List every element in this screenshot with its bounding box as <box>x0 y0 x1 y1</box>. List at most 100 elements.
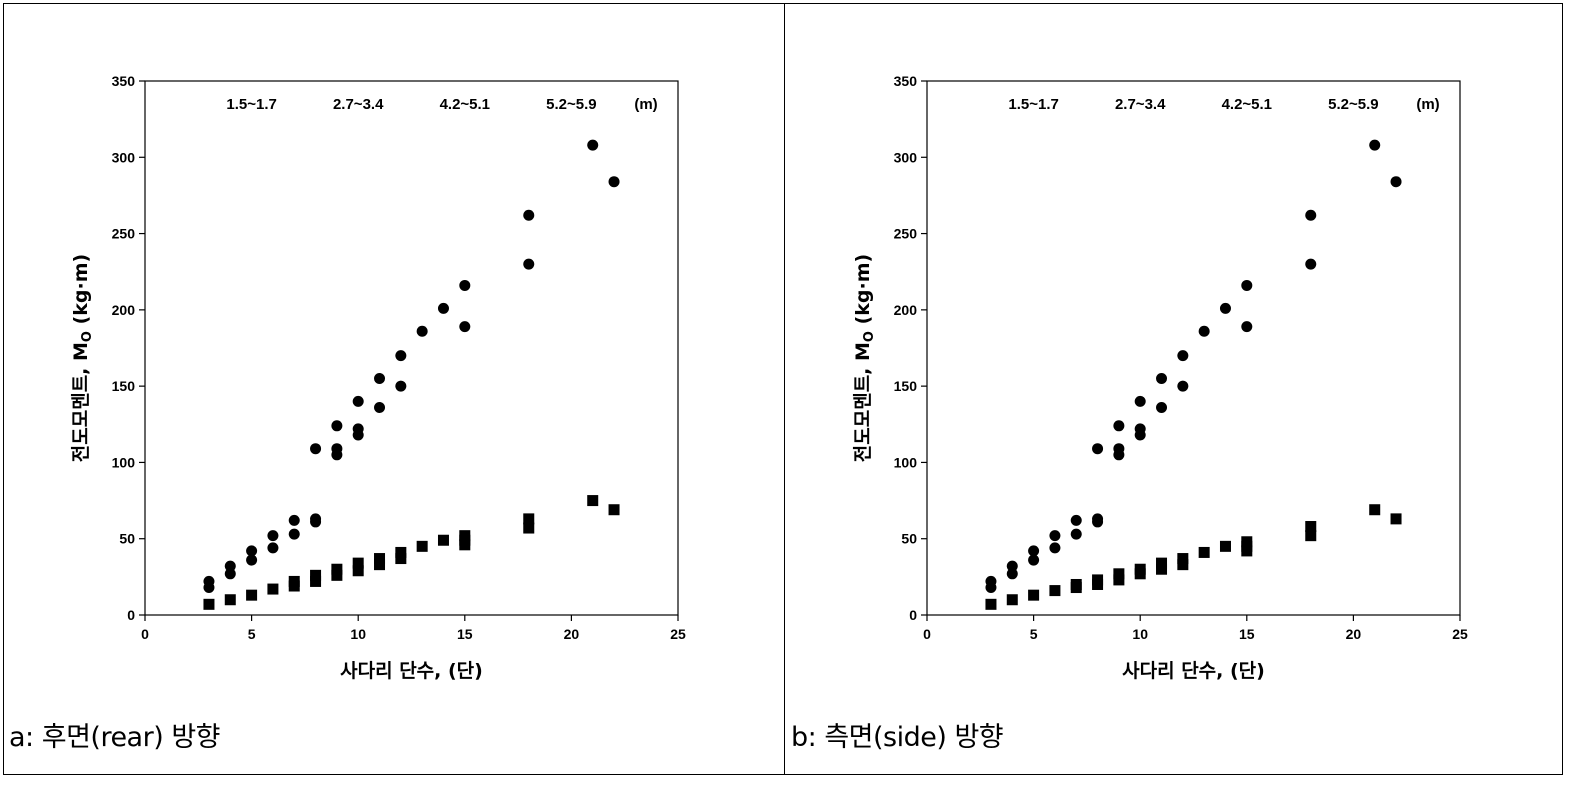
data-point-square <box>1134 568 1146 580</box>
data-point-circle <box>1305 209 1317 221</box>
data-point-circle <box>1198 325 1210 337</box>
x-axis-label: 사다리 단수, (단) <box>1122 660 1265 682</box>
y-tick-label: 100 <box>894 454 918 470</box>
y-tick-label: 200 <box>894 302 918 318</box>
x-tick-label: 25 <box>670 626 686 642</box>
data-point-circle <box>1070 514 1082 526</box>
data-point-circle <box>1134 395 1146 407</box>
data-point-circle <box>1092 516 1104 528</box>
data-point-square <box>523 522 535 534</box>
data-point-circle <box>1070 528 1082 540</box>
y-tick-label: 350 <box>894 73 918 89</box>
panel-b: 0 5 10 15 20 25 0 50 100 150 200 250 300 350 사다리 단수, (… <box>785 3 1563 775</box>
range-annotation: 4.2~5.1 <box>440 96 490 113</box>
data-point-square <box>374 559 386 571</box>
data-point-square <box>352 565 364 577</box>
range-annotation: 2.7~3.4 <box>333 96 384 113</box>
data-point-circle <box>1305 258 1317 270</box>
data-point-circle <box>985 582 997 594</box>
data-point-circle <box>1241 321 1253 333</box>
data-point-circle <box>1028 545 1040 557</box>
caption-a: a: 후면(rear) 방향 <box>9 722 221 753</box>
x-axis-label: 사다리 단수, (단) <box>340 660 483 682</box>
y-tick-label: 50 <box>119 531 135 547</box>
data-point-square <box>246 589 258 601</box>
x-tick-label: 20 <box>564 626 580 642</box>
data-point-square <box>1219 540 1231 552</box>
data-point-circle <box>1006 560 1018 572</box>
range-annotation: 5.2~5.9 <box>1328 96 1378 113</box>
data-point-square <box>608 504 620 516</box>
data-point-circle <box>203 582 215 594</box>
range-annotation: 4.2~5.1 <box>1222 96 1272 113</box>
y-tick-label: 150 <box>894 378 918 394</box>
y-tick-label: 150 <box>112 378 136 394</box>
data-point-circle <box>331 420 343 432</box>
plot-area <box>144 80 679 616</box>
x-tick-label: 5 <box>1030 626 1038 642</box>
data-point-square <box>395 546 407 558</box>
data-point-circle <box>395 350 407 362</box>
data-point-square <box>352 557 364 569</box>
data-point-circle <box>1219 302 1231 314</box>
data-point-square <box>523 513 535 525</box>
data-point-circle <box>246 545 258 557</box>
data-point-square <box>1156 557 1168 569</box>
figure-frame <box>3 3 1563 775</box>
x-tick-label: 10 <box>350 626 366 642</box>
data-point-square <box>1006 594 1018 606</box>
data-point-circle <box>587 139 599 151</box>
data-point-square <box>587 495 599 507</box>
x-tick-label: 10 <box>1132 626 1148 642</box>
data-point-square <box>288 580 300 592</box>
y-tick-label: 0 <box>127 607 135 623</box>
data-point-square <box>331 563 343 575</box>
y-tick-label: 0 <box>909 607 917 623</box>
data-point-square <box>1113 574 1125 586</box>
y-axis-label: 전도모멘트, MO (kg·m) <box>70 254 95 462</box>
range-annotation: 1.5~1.7 <box>226 96 276 113</box>
data-point-circle <box>1369 139 1381 151</box>
y-tick-label: 50 <box>901 531 917 547</box>
data-point-circle <box>374 402 386 414</box>
y-tick-label: 250 <box>894 226 918 242</box>
data-point-circle <box>608 176 620 188</box>
y-axis-label: 전도모멘트, MO (kg·m) <box>852 254 877 462</box>
data-point-circle <box>267 530 279 542</box>
caption-b: b: 측면(side) 방향 <box>791 722 1004 753</box>
range-annotation: (m) <box>634 96 657 113</box>
data-point-circle <box>310 516 322 528</box>
data-point-square <box>437 534 449 546</box>
x-tick-label: 15 <box>1239 626 1255 642</box>
data-point-circle <box>1049 542 1061 554</box>
panel-a: 0 5 10 15 20 25 0 50 100 150 200 250 300 350 사다리 단수, (… <box>3 3 785 775</box>
range-annotation: 2.7~3.4 <box>1115 96 1166 113</box>
data-point-square <box>1113 568 1125 580</box>
data-point-square <box>374 553 386 565</box>
data-point-square <box>1177 553 1189 565</box>
data-point-square <box>1028 589 1040 601</box>
data-point-circle <box>1028 554 1040 566</box>
data-point-circle <box>523 258 535 270</box>
data-point-circle <box>331 449 343 461</box>
data-point-circle <box>1113 420 1125 432</box>
data-point-square <box>1156 563 1168 575</box>
data-point-circle <box>224 560 236 572</box>
range-annotation: 5.2~5.9 <box>546 96 596 113</box>
x-tick-label: 5 <box>248 626 256 642</box>
data-point-circle <box>352 395 364 407</box>
data-point-circle <box>395 380 407 392</box>
y-tick-label: 300 <box>894 149 918 165</box>
data-point-circle <box>1177 350 1189 362</box>
data-point-square <box>1198 546 1210 558</box>
data-point-circle <box>224 568 236 580</box>
data-point-square <box>395 553 407 565</box>
data-point-square <box>224 594 236 606</box>
data-point-square <box>1305 530 1317 542</box>
x-tick-label: 20 <box>1346 626 1362 642</box>
y-tick-label: 300 <box>112 149 136 165</box>
data-point-square <box>203 598 215 610</box>
data-point-circle <box>416 325 428 337</box>
